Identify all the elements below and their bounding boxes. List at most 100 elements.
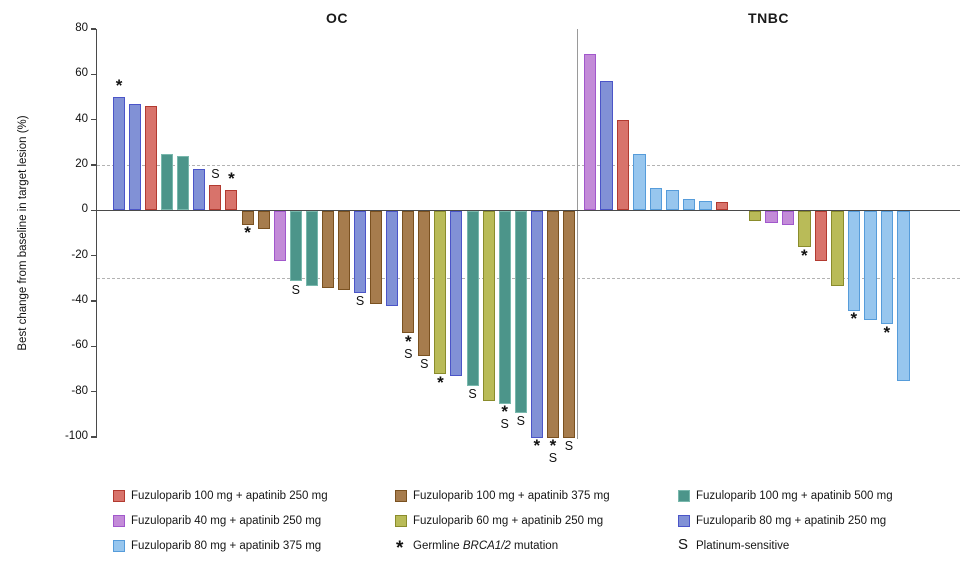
y-tick-label: -80 xyxy=(71,384,88,397)
platinum-sensitive-marker: S xyxy=(500,417,509,432)
bar-oc-10 xyxy=(257,211,270,230)
y-tick-mark xyxy=(90,345,96,347)
bar-oc-29 xyxy=(562,211,575,438)
bar-tnbc-17 xyxy=(847,211,860,311)
platinum-sensitive-marker: S xyxy=(548,451,558,466)
bar-oc-9 xyxy=(241,211,254,225)
brca-mutation-marker: * xyxy=(501,401,508,421)
bar-oc-21 xyxy=(434,211,447,375)
y-tick-label: -40 xyxy=(71,293,88,306)
bar-oc-22 xyxy=(450,211,463,377)
brca-mutation-marker: * xyxy=(533,435,541,455)
y-tick-mark xyxy=(90,391,96,393)
brca-mutation-marker: * xyxy=(549,435,557,455)
bar-oc-1 xyxy=(113,96,125,211)
bar-oc-25 xyxy=(498,211,511,404)
y-tick-mark xyxy=(90,209,96,211)
zero-line xyxy=(97,209,960,211)
legend-swatch-fz60_ap250 xyxy=(395,515,407,527)
legend-label-fz40_ap250: Fuzuloparib 40 mg + apatinib 250 mg xyxy=(131,515,322,527)
bar-oc-28 xyxy=(546,211,559,438)
bar-tnbc-20 xyxy=(897,211,910,381)
platinum-sensitive-marker: S xyxy=(468,386,477,401)
legend-label-fz100_ap375: Fuzuloparib 100 mg + apatinib 375 mg xyxy=(413,490,610,502)
y-tick-mark xyxy=(90,164,96,166)
bar-tnbc-6 xyxy=(666,189,679,211)
bar-tnbc-4 xyxy=(633,153,646,211)
platinum-sensitive-marker: S xyxy=(211,167,220,182)
legend-platinum-sensitive-s: S xyxy=(678,536,689,553)
legend-swatch-fz100_ap375 xyxy=(395,490,407,502)
platinum-sensitive-marker: S xyxy=(355,293,365,308)
panel-title-tnbc: TNBC xyxy=(748,10,789,26)
bar-tnbc-14 xyxy=(798,211,811,248)
bar-tnbc-15 xyxy=(814,211,827,261)
bar-oc-3 xyxy=(145,106,158,211)
bar-oc-20 xyxy=(418,211,431,357)
bar-oc-23 xyxy=(466,211,479,386)
bar-oc-19 xyxy=(402,211,415,334)
y-tick-mark xyxy=(90,119,96,121)
bar-tnbc-16 xyxy=(831,211,844,286)
platinum-sensitive-marker: S xyxy=(516,414,525,429)
platinum-sensitive-marker: S xyxy=(564,438,574,453)
y-tick-label: 0 xyxy=(81,203,88,216)
legend-label-brca-mutation: Germline BRCA1/2 mutation xyxy=(413,540,559,552)
bar-oc-8 xyxy=(225,189,238,211)
panel-title-oc: OC xyxy=(326,10,348,26)
bar-oc-17 xyxy=(370,211,383,304)
y-tick-label: 20 xyxy=(75,157,88,170)
y-tick-label: -20 xyxy=(71,248,88,261)
y-tick-mark xyxy=(90,28,96,30)
legend-swatch-fz100_ap500 xyxy=(678,490,690,502)
brca-mutation-marker: * xyxy=(437,372,444,392)
bar-tnbc-12 xyxy=(765,211,778,224)
bar-oc-18 xyxy=(386,211,399,307)
legend-label-fz100_ap250: Fuzuloparib 100 mg + apatinib 250 mg xyxy=(131,490,328,502)
legend-swatch-fz80_ap375 xyxy=(113,540,125,552)
bar-tnbc-13 xyxy=(781,211,794,225)
y-axis-label: Best change from baseline in target lesi… xyxy=(17,115,29,351)
bar-oc-2 xyxy=(129,103,142,211)
bar-oc-5 xyxy=(177,155,190,211)
bar-oc-24 xyxy=(482,211,495,402)
bar-tnbc-2 xyxy=(600,81,613,211)
bar-tnbc-11 xyxy=(748,211,761,222)
y-tick-label: -60 xyxy=(71,339,88,352)
y-tick-label: 60 xyxy=(75,67,88,80)
bar-oc-11 xyxy=(273,211,286,261)
platinum-sensitive-marker: S xyxy=(420,357,429,372)
bar-oc-4 xyxy=(161,153,174,211)
legend-swatch-fz40_ap250 xyxy=(113,515,125,527)
legend-label-fz60_ap250: Fuzuloparib 60 mg + apatinib 250 mg xyxy=(413,515,604,527)
legend-brca-asterisk: * xyxy=(396,538,404,559)
platinum-sensitive-marker: S xyxy=(291,282,300,297)
reference-line xyxy=(97,164,960,166)
platinum-sensitive-marker: S xyxy=(404,347,413,362)
reference-line xyxy=(97,278,960,280)
y-axis-line xyxy=(95,29,97,438)
bar-oc-15 xyxy=(337,211,350,291)
y-tick-mark xyxy=(90,255,96,257)
bar-tnbc-3 xyxy=(616,119,629,211)
brca-mutation-marker: * xyxy=(115,75,123,95)
brca-mutation-marker: * xyxy=(800,245,808,265)
bar-oc-6 xyxy=(193,169,206,211)
legend-label-fz100_ap500: Fuzuloparib 100 mg + apatinib 500 mg xyxy=(696,490,893,502)
brca-mutation-marker: * xyxy=(404,331,412,351)
legend-label-fz80_ap375: Fuzuloparib 80 mg + apatinib 375 mg xyxy=(131,540,322,552)
brca-mutation-marker: * xyxy=(850,309,858,329)
y-tick-label: -100 xyxy=(64,429,88,442)
legend-swatch-fz80_ap250 xyxy=(678,515,690,527)
bar-tnbc-5 xyxy=(649,187,662,211)
bar-tnbc-19 xyxy=(880,211,893,325)
panel-divider-line xyxy=(576,29,578,439)
brca-mutation-marker: * xyxy=(228,168,235,188)
y-tick-mark xyxy=(90,73,96,75)
bar-oc-27 xyxy=(530,211,543,438)
bar-oc-26 xyxy=(514,211,527,413)
bar-oc-12 xyxy=(289,211,302,282)
bar-oc-16 xyxy=(354,211,367,293)
legend-label-platinum-sensitive: Platinum-sensitive xyxy=(696,540,790,552)
